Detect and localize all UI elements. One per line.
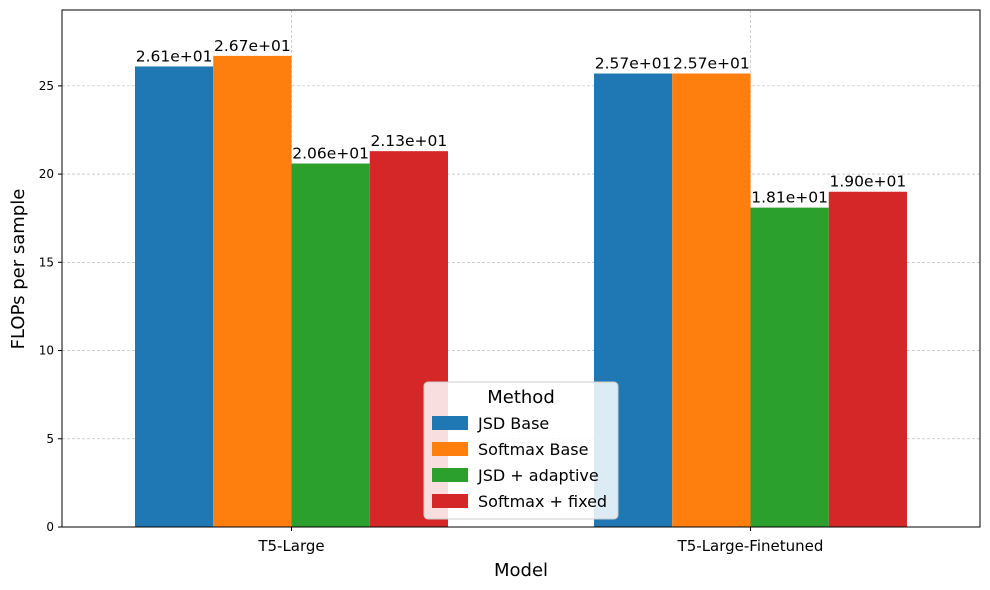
- y-tick-label: 20: [39, 167, 54, 181]
- legend-entry-label: Softmax + fixed: [478, 492, 607, 511]
- legend-swatch: [432, 494, 468, 508]
- bar-value-label: 2.57e+01: [595, 55, 672, 73]
- x-tick-label: T5-Large-Finetuned: [677, 537, 824, 555]
- bar-value-label: 1.90e+01: [829, 173, 906, 191]
- legend-entry-label: JSD + adaptive: [477, 466, 599, 485]
- bar: [750, 207, 829, 527]
- bar-value-label: 2.67e+01: [214, 37, 291, 55]
- y-tick-label: 10: [39, 344, 54, 358]
- bar: [213, 55, 292, 527]
- bar: [672, 73, 751, 527]
- bars-layer: [135, 55, 907, 528]
- y-tick-label: 15: [39, 255, 54, 269]
- data-labels-layer: 2.61e+01 2.57e+01 2.67e+01 2.57e+01 2.06e+01…: [136, 37, 907, 207]
- y-axis-title: FLOPs per sample: [8, 189, 29, 350]
- legend-entry-label: Softmax Base: [478, 440, 588, 459]
- legend-swatch: [432, 416, 468, 430]
- x-axis-title: Model: [494, 560, 548, 581]
- bar: [135, 66, 214, 527]
- bar-value-label: 2.57e+01: [673, 55, 750, 73]
- legend-swatch: [432, 442, 468, 456]
- x-tick-label: T5-Large: [257, 537, 324, 555]
- bar: [291, 163, 370, 527]
- bar: [828, 191, 907, 528]
- y-tick-label: 25: [39, 79, 54, 93]
- legend-entry-label: JSD Base: [477, 414, 549, 433]
- bar-value-label: 2.06e+01: [292, 145, 369, 163]
- legend-title: Method: [487, 387, 555, 408]
- bar-value-label: 2.61e+01: [136, 47, 213, 65]
- legend: Method JSD Base Softmax Base JSD + adaptiv…: [423, 381, 619, 520]
- legend-box: [423, 381, 619, 520]
- bar-value-label: 1.81e+01: [751, 189, 828, 207]
- axes-layer: 0 5 10 15 20 25 T5-Large T5-Large-Finetuned: [39, 9, 981, 555]
- bar-value-label: 2.13e+01: [370, 132, 447, 150]
- legend-swatch: [432, 468, 468, 482]
- plot-frame: [61, 9, 981, 528]
- legend-items: JSD Base Softmax Base JSD + adaptive Softma…: [432, 414, 607, 511]
- y-tick-label: 5: [46, 432, 54, 446]
- y-tick-label: 0: [46, 520, 54, 534]
